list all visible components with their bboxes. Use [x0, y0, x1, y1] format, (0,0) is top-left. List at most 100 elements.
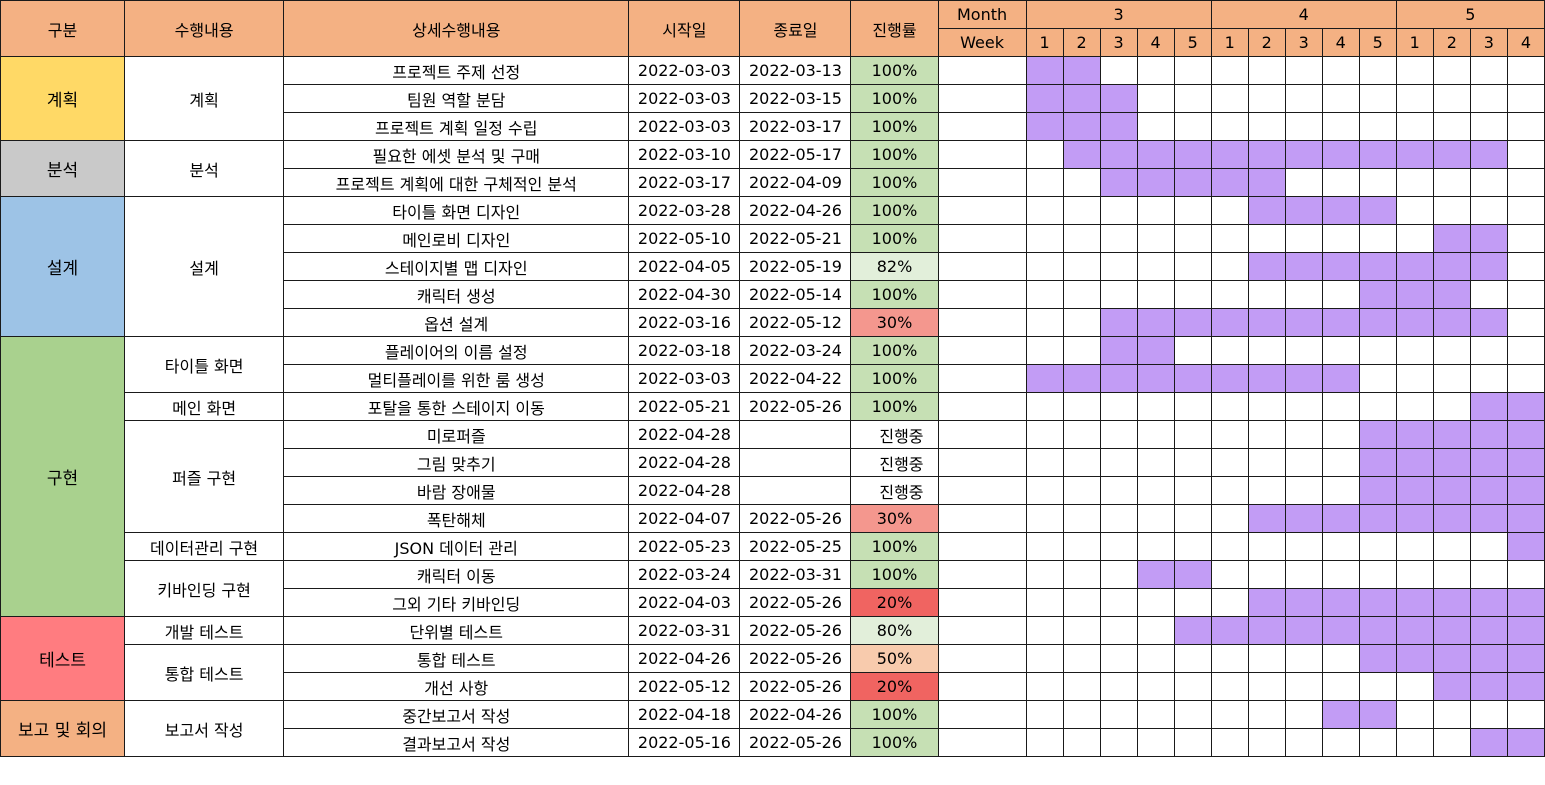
gantt-empty-cell [1062, 644, 1101, 673]
gantt-empty-cell [1062, 336, 1101, 365]
gantt-empty-cell [1025, 336, 1064, 365]
gantt-empty-cell [1395, 196, 1434, 225]
gantt-empty-cell [1506, 140, 1545, 169]
gantt-empty-cell [1395, 728, 1434, 757]
gantt-bar-cell [1062, 364, 1101, 393]
gantt-empty-cell [1062, 532, 1101, 561]
gantt-empty-cell [1247, 420, 1286, 449]
gantt-empty-cell [1284, 728, 1323, 757]
gantt-empty-cell [1173, 476, 1212, 505]
label-column-spacer [937, 560, 1027, 589]
gantt-empty-cell [1321, 280, 1360, 309]
gantt-bar-cell [1395, 420, 1434, 449]
gantt-bar-cell [1469, 672, 1508, 701]
gantt-empty-cell [1395, 392, 1434, 421]
detail-cell: 캐릭터 생성 [283, 280, 630, 309]
week-number: 5 [1358, 28, 1397, 57]
detail-cell: 미로퍼즐 [283, 420, 630, 449]
gantt-empty-cell [1099, 644, 1138, 673]
detail-cell: 캐릭터 이동 [283, 560, 630, 589]
week-number: 4 [1136, 28, 1175, 57]
gantt-bar-cell [1358, 252, 1397, 281]
end-date-cell: 2022-04-09 [739, 168, 852, 197]
start-date-cell: 2022-04-30 [628, 280, 741, 309]
gantt-empty-cell [1210, 644, 1249, 673]
progress-cell: 100% [850, 84, 939, 113]
gantt-empty-cell [1025, 532, 1064, 561]
start-date-cell: 2022-04-28 [628, 448, 741, 477]
month-label: 4 [1210, 0, 1397, 29]
gantt-bar-cell [1136, 140, 1175, 169]
end-date-cell: 2022-05-12 [739, 308, 852, 337]
gantt-empty-cell [1062, 672, 1101, 701]
gantt-empty-cell [1173, 448, 1212, 477]
week-number: 5 [1173, 28, 1212, 57]
gantt-bar-cell [1284, 504, 1323, 533]
gantt-empty-cell [1247, 392, 1286, 421]
label-column-spacer [937, 308, 1027, 337]
start-date-cell: 2022-05-23 [628, 532, 741, 561]
gantt-empty-cell [1284, 84, 1323, 113]
week-number: 4 [1321, 28, 1360, 57]
gantt-bar-cell [1173, 308, 1212, 337]
category-cell: 분석 [0, 140, 126, 197]
gantt-empty-cell [1025, 616, 1064, 645]
gantt-empty-cell [1062, 280, 1101, 309]
gantt-empty-cell [1506, 364, 1545, 393]
end-date-cell: 2022-03-15 [739, 84, 852, 113]
label-column-spacer [937, 196, 1027, 225]
gantt-empty-cell [1025, 196, 1064, 225]
progress-cell: 100% [850, 196, 939, 225]
gantt-empty-cell [1321, 336, 1360, 365]
task-cell: 키바인딩 구현 [124, 560, 285, 617]
gantt-bar-cell [1284, 364, 1323, 393]
gantt-empty-cell [1062, 168, 1101, 197]
gantt-empty-cell [1136, 448, 1175, 477]
progress-cell: 100% [850, 168, 939, 197]
gantt-bar-cell [1395, 588, 1434, 617]
gantt-empty-cell [1173, 392, 1212, 421]
gantt-empty-cell [1247, 112, 1286, 141]
week-number: 2 [1432, 28, 1471, 57]
start-date-cell: 2022-03-24 [628, 560, 741, 589]
gantt-empty-cell [1136, 532, 1175, 561]
task-cell: 타이틀 화면 [124, 336, 285, 393]
gantt-bar-cell [1321, 700, 1360, 729]
gantt-bar-cell [1136, 364, 1175, 393]
gantt-empty-cell [1173, 56, 1212, 85]
gantt-empty-cell [1506, 700, 1545, 729]
gantt-bar-cell [1247, 308, 1286, 337]
gantt-empty-cell [1247, 532, 1286, 561]
gantt-empty-cell [1395, 672, 1434, 701]
gantt-empty-cell [1136, 252, 1175, 281]
header-progress: 진행률 [850, 0, 939, 57]
table-row: 설계 설계 타이틀 화면 디자인 2022-03-28 2022-04-26 100% [0, 196, 1545, 337]
gantt-empty-cell [1432, 196, 1471, 225]
gantt-bar-cell [1469, 308, 1508, 337]
end-date-cell: 2022-03-24 [739, 336, 852, 365]
gantt-table: 구분 수행내용 상세수행내용 시작일 종료일 진행률 Month 3 4 5 W… [0, 0, 1545, 757]
gantt-empty-cell [1210, 196, 1249, 225]
start-date-cell: 2022-03-03 [628, 56, 741, 85]
gantt-bar-cell [1210, 140, 1249, 169]
gantt-bar-cell [1469, 588, 1508, 617]
gantt-bar-cell [1506, 504, 1545, 533]
gantt-empty-cell [1136, 700, 1175, 729]
end-date-cell: 2022-05-26 [739, 644, 852, 673]
gantt-empty-cell [1062, 616, 1101, 645]
end-date-cell: 2022-05-25 [739, 532, 852, 561]
gantt-bar-cell [1210, 168, 1249, 197]
gantt-bar-cell [1062, 56, 1101, 85]
gantt-empty-cell [1210, 728, 1249, 757]
gantt-bar-cell [1025, 364, 1064, 393]
gantt-empty-cell [1136, 56, 1175, 85]
gantt-bar-cell [1099, 308, 1138, 337]
gantt-empty-cell [1025, 644, 1064, 673]
table-row: 프로젝트 계획 일정 수립 2022-03-03 2022-03-17 100% [1, 112, 1545, 141]
gantt-empty-cell [1025, 280, 1064, 309]
start-date-cell: 2022-04-18 [628, 700, 741, 729]
gantt-empty-cell [1358, 532, 1397, 561]
gantt-bar-cell [1210, 364, 1249, 393]
gantt-bar-cell [1247, 588, 1286, 617]
gantt-empty-cell [1210, 476, 1249, 505]
